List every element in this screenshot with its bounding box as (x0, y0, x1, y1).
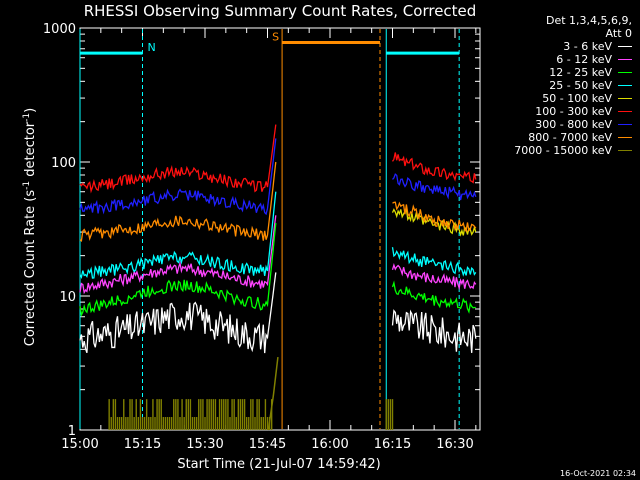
series-line (391, 207, 477, 237)
legend-swatch (618, 150, 632, 151)
x-axis-label: Start Time (21-Jul-07 14:59:42) (177, 457, 380, 472)
legend-header-detectors: Det 1,3,4,5,6,9, (545, 14, 632, 27)
legend-swatch (618, 46, 632, 47)
series-line (79, 161, 277, 242)
legend-swatch (618, 98, 632, 99)
legend-entry: 100 - 300 keV (478, 105, 638, 118)
legend-entry-label: 800 - 7000 keV (528, 131, 612, 144)
legend-entry-label: 300 - 800 keV (535, 118, 612, 131)
legend-entry: 25 - 50 keV (478, 79, 638, 92)
legend-swatch (618, 111, 632, 112)
x-tick-label: 15:15 (124, 437, 161, 452)
legend-entry: 6 - 12 keV (478, 53, 638, 66)
legend-entries: 3 - 6 keV 6 - 12 keV 12 - 25 keV 25 - 50 ke… (478, 40, 638, 157)
x-tick-label: 15:45 (249, 437, 286, 452)
x-tick-label: 15:00 (61, 437, 98, 452)
series-line (391, 247, 477, 277)
plot-axes: 1 10 100 1000 15:00 15:15 15:30 15:45 16:00 16:15… (43, 22, 481, 452)
legend-entry: 800 - 7000 keV (478, 131, 638, 144)
plot-frame (79, 27, 481, 431)
legend-entry-label: 50 - 100 keV (542, 92, 612, 105)
series-line (392, 201, 477, 233)
series-line (79, 223, 277, 318)
series-line (391, 309, 477, 353)
legend-entry: 12 - 25 keV (478, 66, 638, 79)
legend-swatch (618, 72, 632, 73)
x-tick-label: 16:15 (374, 437, 411, 452)
legend-entry-label: 6 - 12 keV (556, 53, 612, 66)
legend-header-attenuator: Att 0 (605, 27, 632, 40)
interval-label: N (148, 41, 156, 54)
legend-entry-label: 100 - 300 keV (535, 105, 612, 118)
legend-swatch (618, 137, 632, 138)
x-tick-label: 16:00 (311, 437, 348, 452)
y-axis-label: Corrected Count Rate (s-1 detector-1) (22, 108, 38, 346)
y-tick-label: 10 (59, 290, 76, 305)
series-line (79, 272, 277, 354)
legend-swatch (618, 59, 632, 60)
interval-boundaries (79, 29, 460, 429)
series-line (79, 191, 277, 280)
interval-label: S (272, 30, 279, 43)
series-line (391, 280, 476, 314)
series-line (391, 262, 477, 291)
series-line (79, 138, 277, 216)
legend-entry: 300 - 800 keV (478, 118, 638, 131)
legend-entry-label: 25 - 50 keV (549, 79, 612, 92)
series-lines (79, 124, 477, 431)
y-tick-label: 1 (68, 424, 76, 439)
legend: Det 1,3,4,5,6,9, Att 0 3 - 6 keV 6 - 12 k… (478, 14, 638, 157)
legend-swatch (618, 124, 632, 125)
series-line (391, 152, 477, 184)
y-tick-label: 100 (51, 156, 76, 171)
legend-entry-label: 3 - 6 keV (563, 40, 612, 53)
y-label-part-2: detector (23, 121, 38, 181)
chart-title: RHESSI Observing Summary Count Rates, Co… (84, 2, 477, 20)
legend-entry: 7000 - 15000 keV (478, 144, 638, 157)
legend-swatch (618, 85, 632, 86)
x-tick-label: 15:30 (186, 437, 223, 452)
legend-entry-label: 12 - 25 keV (549, 66, 612, 79)
legend-entry: 3 - 6 keV (478, 40, 638, 53)
legend-entry: 50 - 100 keV (478, 92, 638, 105)
render-timestamp: 16-Oct-2021 02:34 (560, 469, 636, 478)
x-tick-label: 16:30 (436, 437, 473, 452)
y-tick-label: 1000 (43, 22, 76, 37)
series-line (79, 124, 277, 194)
y-label-sup-2: -1 (22, 113, 32, 122)
series-line (392, 173, 477, 201)
attenuator-intervals: NS (80, 30, 460, 55)
y-label-part-1: Corrected Count Rate (s (23, 190, 38, 347)
series-line (79, 215, 277, 295)
olive-rise-line (267, 357, 279, 431)
y-label-sup-1: -1 (22, 181, 32, 190)
y-label-part-3: ) (23, 108, 38, 113)
legend-entry-label: 7000 - 15000 keV (514, 144, 612, 157)
